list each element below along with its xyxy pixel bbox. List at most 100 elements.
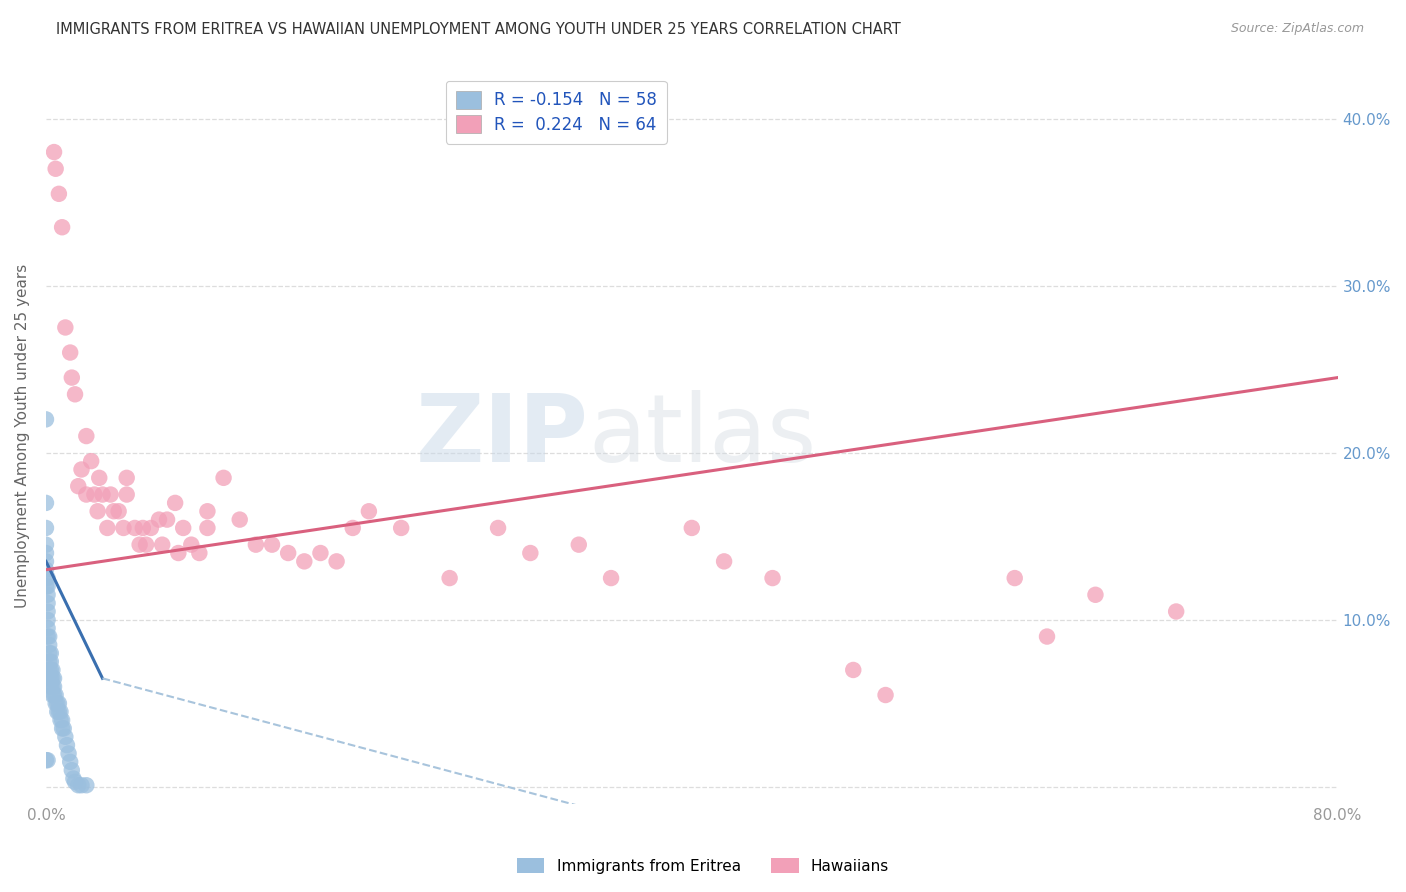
Point (38, 671, 60, 685)
Point (1166, 605, 1188, 619)
Point (180, 538, 202, 552)
Point (713, 554, 735, 568)
Point (56, 738, 79, 752)
Point (519, 546, 541, 560)
Point (486, 521, 509, 535)
Point (37, 596, 59, 610)
Point (681, 521, 703, 535)
Point (35, 563, 58, 577)
Point (37, 753, 59, 767)
Point (75, 778, 97, 792)
Point (139, 521, 162, 535)
Point (150, 538, 173, 552)
Point (148, 513, 170, 527)
Point (309, 546, 332, 560)
Point (172, 521, 194, 535)
Point (60, 763, 83, 777)
Point (292, 554, 315, 568)
Point (260, 538, 283, 552)
Point (842, 663, 865, 677)
Point (39, 646, 62, 660)
Point (52, 722, 75, 736)
Point (277, 546, 299, 560)
Point (49, 713, 72, 727)
Point (89, 471, 111, 485)
Point (37, 579, 59, 593)
Point (342, 521, 364, 535)
Point (80, 454, 103, 468)
Point (42, 680, 65, 694)
Point (245, 538, 267, 552)
Point (132, 521, 155, 535)
Point (568, 538, 591, 552)
Point (59, 755, 82, 769)
Point (48, 705, 70, 719)
Point (156, 513, 179, 527)
Point (51, 220, 73, 235)
Legend: R = -0.154   N = 58, R =  0.224   N = 64: R = -0.154 N = 58, R = 0.224 N = 64 (446, 80, 666, 144)
Point (41, 680, 63, 694)
Point (42, 671, 65, 685)
Point (38, 646, 60, 660)
Point (35, 496, 58, 510)
Text: IMMIGRANTS FROM ERITREA VS HAWAIIAN UNEMPLOYMENT AMONG YOUTH UNDER 25 YEARS CORR: IMMIGRANTS FROM ERITREA VS HAWAIIAN UNEM… (56, 22, 901, 37)
Point (357, 504, 380, 518)
Point (439, 571, 461, 585)
Point (59, 345, 82, 359)
Point (39, 680, 62, 694)
Point (124, 521, 146, 535)
Point (100, 487, 122, 501)
Point (37, 605, 59, 619)
Point (53, 320, 76, 334)
Point (49, 705, 72, 719)
Point (115, 471, 138, 485)
Point (35, 521, 58, 535)
Point (128, 538, 150, 552)
Point (42, 688, 65, 702)
Point (600, 571, 623, 585)
Point (58, 747, 80, 761)
Point (112, 521, 135, 535)
Point (42, 145, 65, 159)
Point (75, 487, 97, 501)
Point (39, 663, 62, 677)
Point (115, 487, 138, 501)
Point (37, 588, 59, 602)
Point (51, 722, 73, 736)
Point (37, 621, 59, 635)
Point (761, 571, 783, 585)
Point (91, 487, 114, 501)
Point (107, 504, 129, 518)
Point (83, 487, 105, 501)
Point (325, 554, 347, 568)
Point (212, 471, 235, 485)
Point (228, 513, 250, 527)
Point (103, 504, 125, 518)
Point (35, 412, 58, 426)
Point (48, 697, 70, 711)
Point (41, 671, 63, 685)
Text: Source: ZipAtlas.com: Source: ZipAtlas.com (1230, 22, 1364, 36)
Point (38, 663, 60, 677)
Point (45, 688, 67, 702)
Point (1084, 588, 1107, 602)
Point (1004, 571, 1026, 585)
Point (875, 688, 897, 702)
Point (39, 671, 62, 685)
Point (41, 663, 63, 677)
Point (53, 730, 76, 744)
Point (1036, 630, 1059, 644)
Point (37, 613, 59, 627)
Point (63, 775, 86, 789)
Y-axis label: Unemployment Among Youth under 25 years: Unemployment Among Youth under 25 years (15, 264, 30, 608)
Point (188, 546, 211, 560)
Point (63, 387, 86, 401)
Point (86, 504, 108, 518)
Point (35, 571, 58, 585)
Point (167, 546, 190, 560)
Point (51, 713, 73, 727)
Point (70, 778, 93, 792)
Point (38, 655, 60, 669)
Point (96, 521, 118, 535)
Point (35, 554, 58, 568)
